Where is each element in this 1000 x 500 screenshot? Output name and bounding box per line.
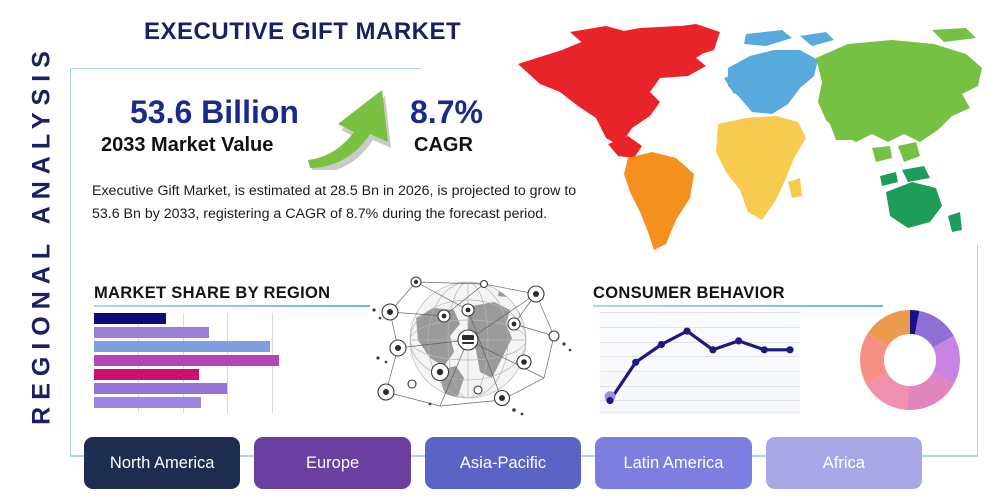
- table-row: [94, 397, 202, 408]
- region-button-latin-america[interactable]: Latin America: [595, 437, 752, 489]
- region-button-africa[interactable]: Africa: [765, 437, 923, 489]
- table-row: [94, 313, 167, 324]
- market-share-bar-chart: [94, 313, 279, 413]
- market-value-number: 53.6 Billion: [130, 94, 299, 130]
- region-button-group[interactable]: North America Europe Asia-Pacific Latin …: [84, 437, 923, 489]
- global-network-globe-icon: [372, 276, 572, 416]
- market-share-rule: [94, 305, 370, 307]
- market-value-label: 2033 Market Value: [101, 134, 274, 156]
- table-row: [94, 355, 279, 366]
- consumer-behavior-rule: [593, 305, 883, 307]
- region-label: North America: [109, 453, 215, 472]
- consumer-behavior-heading: CONSUMER BEHAVIOR: [593, 284, 785, 302]
- table-row: [94, 369, 200, 380]
- cagr-number: 8.7%: [410, 94, 483, 130]
- market-share-heading: MARKET SHARE BY REGION: [94, 284, 331, 302]
- region-label: Latin America: [623, 453, 724, 472]
- region-label: Asia-Pacific: [459, 453, 547, 472]
- kpi-block: 53.6 Billion 2033 Market Value 8.7% CAGR: [96, 90, 516, 170]
- table-row: [94, 383, 228, 394]
- segment-donut-chart: [859, 310, 961, 410]
- table-row: [94, 327, 209, 338]
- region-button-asia-pacific[interactable]: Asia-Pacific: [424, 437, 582, 489]
- page-title: EXECUTIVE GIFT MARKET: [144, 18, 462, 45]
- consumer-behavior-line-chart: [600, 308, 800, 413]
- cagr-label: CAGR: [414, 134, 473, 156]
- description-text: Executive Gift Market, is estimated at 2…: [92, 183, 577, 222]
- region-button-europe[interactable]: Europe: [254, 437, 411, 489]
- line-series: [604, 327, 794, 405]
- region-label: Africa: [822, 453, 865, 472]
- region-button-north-america[interactable]: North America: [84, 437, 241, 489]
- region-label: Europe: [306, 453, 360, 472]
- growth-arrow-icon: [308, 90, 391, 170]
- world-map-icon: [518, 24, 982, 250]
- regional-analysis-side-label: REGIONAL ANALYSIS: [27, 44, 56, 425]
- table-row: [94, 341, 270, 352]
